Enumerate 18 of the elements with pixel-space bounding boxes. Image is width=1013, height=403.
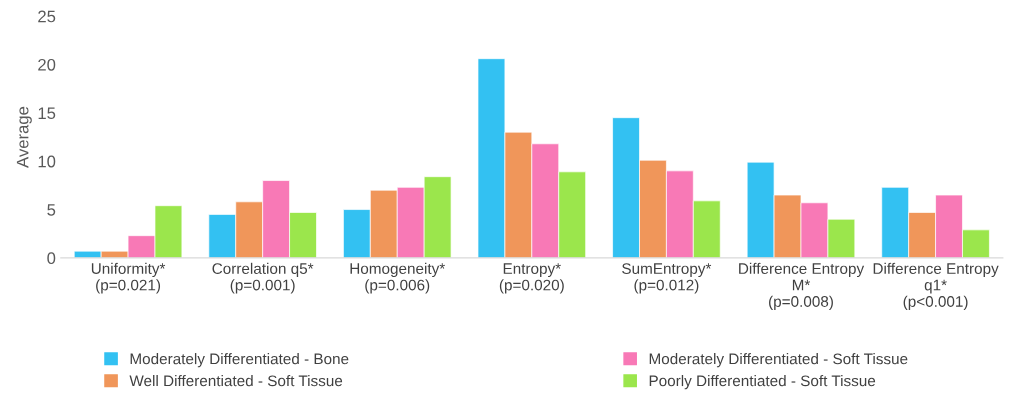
x-tick-label: Uniformity* (p=0.021) [91,262,166,294]
x-tick-label: SumEntropy* (p=0.012) [622,263,712,294]
y-tick-label: 10 [38,155,56,168]
y-tick-label: 5 [47,204,56,216]
legend-label: Poorly Differentiated - Soft Tissue [649,375,876,390]
legend-label: Moderately Differentiated - Bone [130,353,349,368]
x-tick-label: Difference Entropy M* (p=0.008) [739,262,865,310]
y-tick-label: 0 [47,252,56,265]
y-tick-label: 15 [38,107,56,120]
legend-label: Moderately Differentiated - Soft Tissue [649,353,908,368]
legend-label: Well Differentiated - Soft Tissue [129,375,343,387]
y-tick-label: 25 [38,10,56,23]
x-tick-label: Entropy* (p=0.020) [499,263,564,294]
x-tick-label: Homogeneity* (p=0.006) [350,262,445,294]
x-tick-label: Correlation q5* (p=0.001) [212,262,314,294]
y-axis-title: Average [16,106,32,168]
y-tick-label: 20 [38,58,56,71]
x-tick-label: Difference Entropy q1* (p<0.001) [873,262,999,310]
